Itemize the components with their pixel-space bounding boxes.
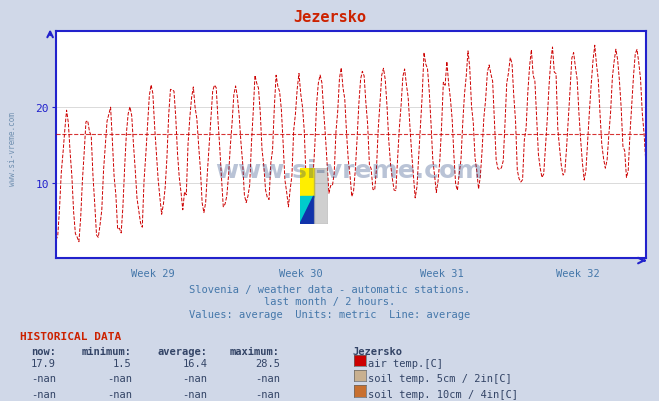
Text: now:: now: [31,346,56,356]
Text: www.si-vreme.com: www.si-vreme.com [8,111,17,185]
Bar [300,168,314,196]
Text: -nan: -nan [31,373,56,383]
Text: Jezersko: Jezersko [353,346,403,356]
Text: Week 31: Week 31 [420,269,464,279]
Text: soil temp. 10cm / 4in[C]: soil temp. 10cm / 4in[C] [368,389,519,399]
Text: -nan: -nan [31,389,56,399]
Text: -nan: -nan [107,389,132,399]
Text: -nan: -nan [255,389,280,399]
Text: air temp.[C]: air temp.[C] [368,358,444,368]
Text: 1.5: 1.5 [113,358,132,368]
Text: Slovenia / weather data - automatic stations.: Slovenia / weather data - automatic stat… [189,285,470,295]
Text: maximum:: maximum: [230,346,280,356]
Text: Week 32: Week 32 [556,269,600,279]
Text: 16.4: 16.4 [183,358,208,368]
Text: last month / 2 hours.: last month / 2 hours. [264,297,395,307]
Text: Week 30: Week 30 [279,269,323,279]
Bar [314,168,328,225]
Text: minimum:: minimum: [82,346,132,356]
Text: Jezersko: Jezersko [293,10,366,25]
Text: average:: average: [158,346,208,356]
Text: Values: average  Units: metric  Line: average: Values: average Units: metric Line: aver… [189,309,470,319]
Text: 17.9: 17.9 [31,358,56,368]
Text: -nan: -nan [183,389,208,399]
Polygon shape [300,196,314,225]
Text: 28.5: 28.5 [255,358,280,368]
Text: -nan: -nan [255,373,280,383]
Text: HISTORICAL DATA: HISTORICAL DATA [20,331,121,341]
Text: Week 29: Week 29 [131,269,175,279]
Polygon shape [300,196,314,225]
Text: www.si-vreme.com: www.si-vreme.com [215,158,483,182]
Text: -nan: -nan [183,373,208,383]
Text: soil temp. 5cm / 2in[C]: soil temp. 5cm / 2in[C] [368,373,512,383]
Text: -nan: -nan [107,373,132,383]
